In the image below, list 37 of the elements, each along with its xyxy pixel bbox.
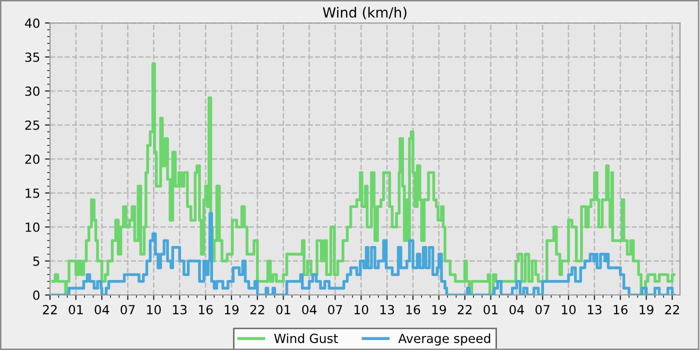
y-tick-label: 35 (25, 52, 40, 62)
x-tick-label: 04 (510, 304, 524, 314)
legend-label: Wind Gust (274, 333, 338, 344)
x-tick-label: 07 (328, 304, 342, 314)
x-tick-label: 01 (484, 304, 498, 314)
x-tick-label: 01 (68, 304, 83, 314)
x-tick-label: 19 (432, 304, 446, 314)
x-tick-label: 13 (588, 304, 602, 314)
x-tick-label: 19 (640, 304, 654, 314)
x-tick-label: 13 (173, 304, 187, 314)
x-tick-label: 16 (406, 304, 420, 314)
y-tick-label: 30 (25, 86, 40, 96)
x-tick-label: 16 (614, 304, 628, 314)
x-tick-label: 10 (354, 304, 368, 314)
x-tick-label: 19 (224, 304, 239, 314)
x-tick-label: 22 (250, 304, 264, 314)
x-tick-label: 01 (276, 304, 290, 314)
y-tick-label: 10 (26, 222, 40, 232)
y-tick-label: 15 (26, 188, 40, 198)
x-tick-label: 07 (535, 304, 550, 314)
y-tick-label: 0 (33, 290, 40, 300)
x-tick-label: 10 (147, 304, 161, 314)
x-tick-label: 22 (458, 304, 472, 314)
legend-label: Average speed (398, 333, 490, 346)
x-tick-label: 04 (94, 304, 110, 314)
x-tick-label: 04 (302, 304, 317, 314)
y-tick-label: 5 (33, 256, 40, 266)
x-tick-label: 16 (198, 304, 213, 314)
y-tick-label: 40 (24, 18, 40, 28)
chart-title: Wind (km/h) (322, 6, 406, 20)
x-tick-label: 07 (120, 304, 135, 314)
x-tick-label: 10 (562, 304, 576, 314)
x-tick-label: 22 (42, 304, 57, 314)
x-tick-label: 22 (665, 304, 679, 314)
x-tick-label: 13 (380, 304, 394, 314)
y-tick-label: 25 (25, 120, 40, 130)
y-tick-label: 20 (25, 154, 40, 164)
